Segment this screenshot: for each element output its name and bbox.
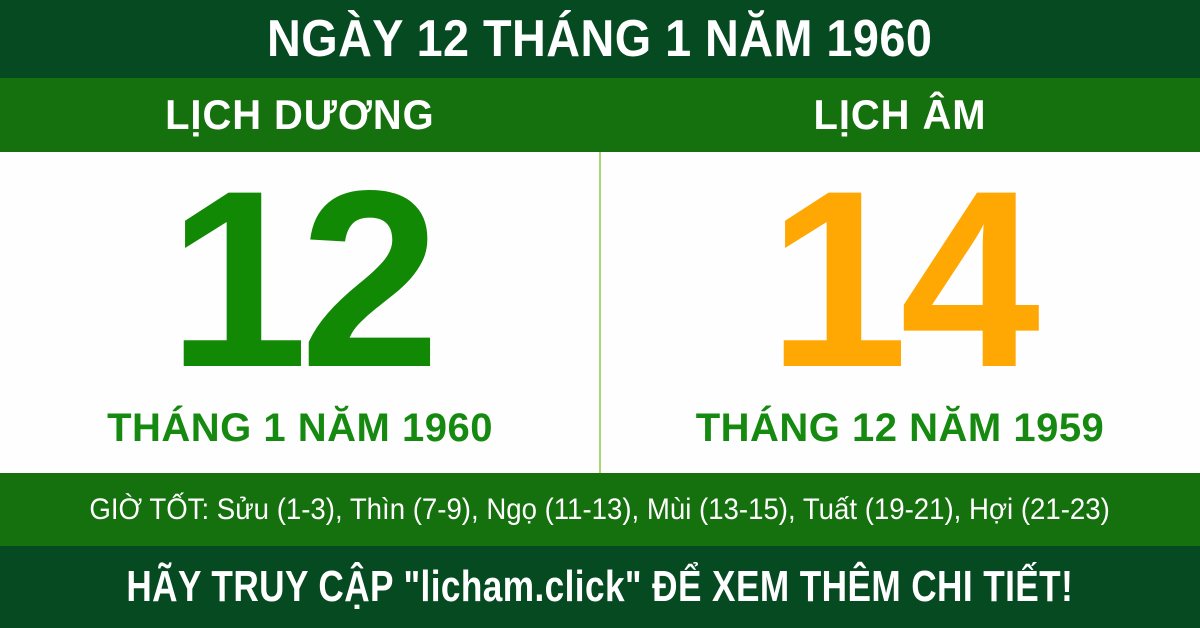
page-title: NGÀY 12 THÁNG 1 NĂM 1960 (267, 10, 933, 68)
lunar-day-number: 14 (767, 138, 1040, 420)
solar-day-number: 12 (167, 138, 440, 420)
lunar-calendar-heading-cell: LỊCH ÂM (600, 78, 1200, 152)
good-hours-text: GIỜ TỐT: Sửu (1-3), Thìn (7-9), Ngọ (11-… (89, 492, 1111, 526)
solar-calendar-heading: LỊCH DƯƠNG (165, 91, 435, 138)
solar-date-panel: 12 THÁNG 1 NĂM 1960 (0, 152, 600, 473)
solar-calendar-heading-cell: LỊCH DƯƠNG (0, 78, 600, 152)
date-panels: 12 THÁNG 1 NĂM 1960 14 THÁNG 12 NĂM 1959 (0, 152, 1200, 473)
calendar-type-bar: LỊCH DƯƠNG LỊCH ÂM (0, 78, 1200, 152)
footer-message: HÃY TRUY CẬP "licham.click" ĐỂ XEM THÊM … (126, 561, 1074, 611)
lunar-month-year: THÁNG 12 NĂM 1959 (695, 406, 1105, 451)
good-hours-bar: GIỜ TỐT: Sửu (1-3), Thìn (7-9), Ngọ (11-… (0, 473, 1200, 546)
solar-month-year: THÁNG 1 NĂM 1960 (107, 406, 493, 451)
date-title-bar: NGÀY 12 THÁNG 1 NĂM 1960 (0, 0, 1200, 78)
footer-bar: HÃY TRUY CẬP "licham.click" ĐỂ XEM THÊM … (0, 546, 1200, 628)
lunar-date-panel: 14 THÁNG 12 NĂM 1959 (600, 152, 1200, 473)
panel-divider-line (599, 152, 601, 473)
lunar-calendar-heading: LỊCH ÂM (813, 91, 987, 138)
